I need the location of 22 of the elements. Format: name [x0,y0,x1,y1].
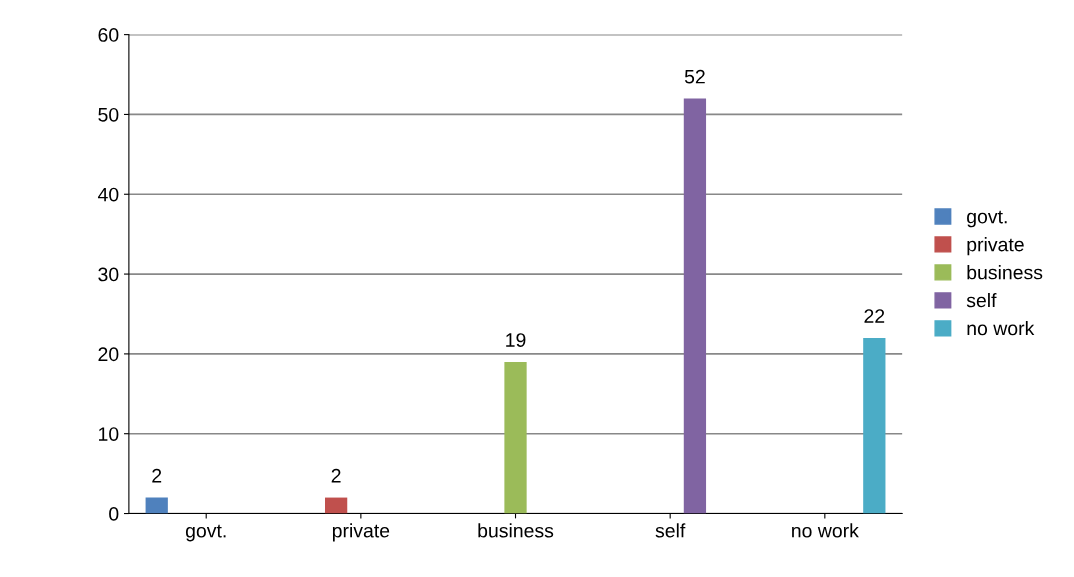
data-label: 52 [684,69,705,84]
legend-label: private [967,237,1024,256]
y-tick-label: 50 [98,107,119,122]
y-tick-label: 30 [98,267,119,282]
x-tick-label: business [478,523,554,538]
y-tick-label: 0 [109,507,119,521]
legend-label: self [966,293,997,308]
y-tick-label: 60 [98,28,119,42]
data-label: 2 [152,468,162,483]
x-tick-label: no work [792,523,859,538]
data-label: 19 [506,333,526,347]
x-tick-label: self [655,523,686,538]
legend-label: no work [967,320,1035,336]
data-label: 2 [331,468,341,483]
legend-label: govt. [967,210,1007,228]
y-tick-label: 20 [98,347,119,362]
x-tick-label: private [332,523,390,542]
data-label: 22 [864,309,885,323]
y-tick-label: 10 [99,427,119,441]
x-tick-label: govt. [185,524,226,542]
y-tick-label: 40 [97,187,119,202]
legend-label: business [967,265,1043,280]
